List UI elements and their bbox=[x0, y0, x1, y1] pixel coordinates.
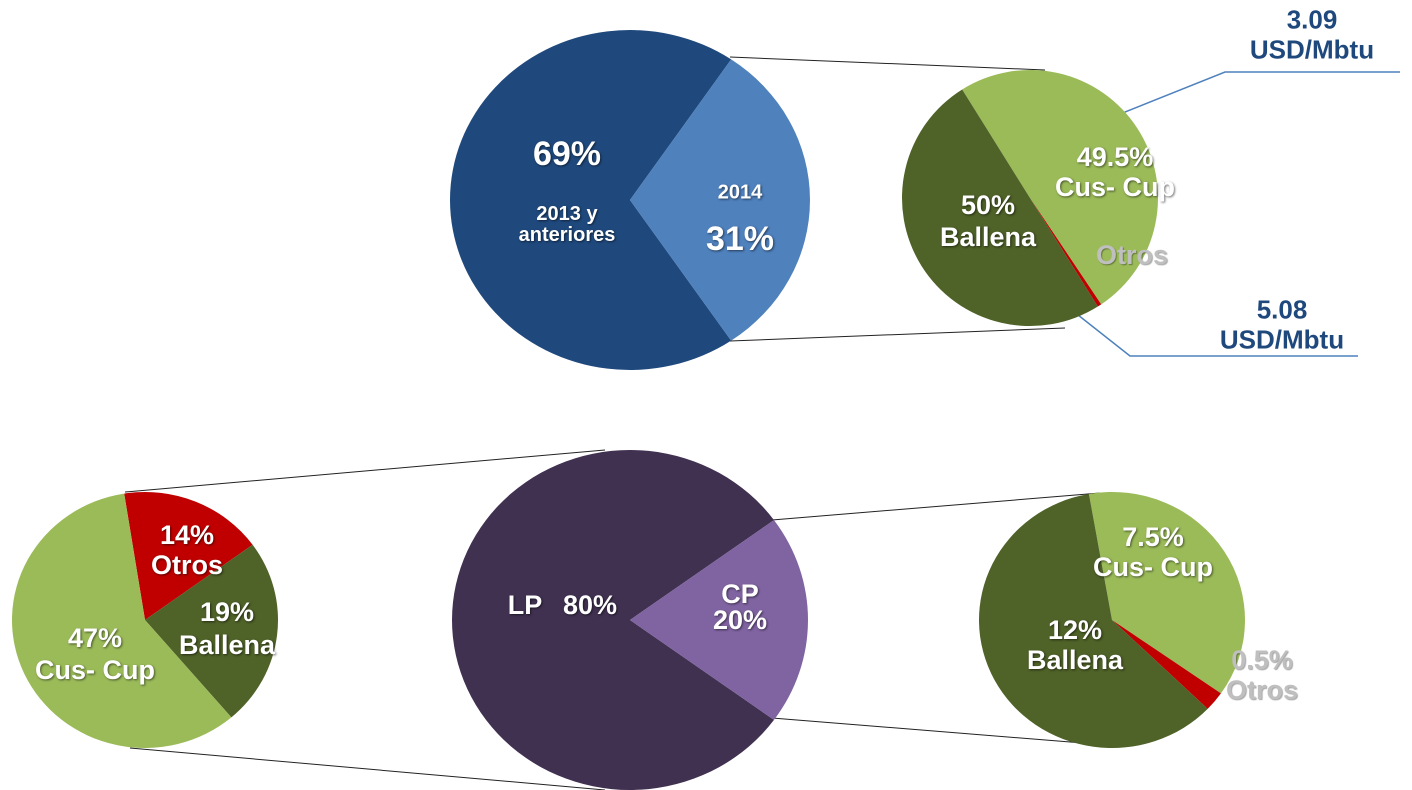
value-label: 50% bbox=[960, 189, 1016, 220]
pie-slice bbox=[979, 493, 1208, 748]
value-label: 20% bbox=[712, 604, 768, 635]
category-label: 2013 y anteriores bbox=[518, 203, 616, 246]
pie-slice bbox=[630, 520, 809, 720]
pie-slice bbox=[1112, 620, 1221, 709]
category-label: 2014 bbox=[717, 181, 763, 204]
category-label: Cus- Cup bbox=[35, 654, 155, 685]
value-label: 49.5% bbox=[1076, 141, 1154, 172]
value-label: 7.5% bbox=[1122, 521, 1184, 552]
pie-slice bbox=[145, 544, 278, 718]
connector bbox=[771, 492, 1101, 521]
category-label: Cus- Cup bbox=[1093, 551, 1213, 582]
value-label: 31% bbox=[705, 220, 775, 259]
connector bbox=[729, 327, 1066, 342]
category-label: Cus- Cup bbox=[1055, 171, 1175, 202]
category-label: Otros bbox=[150, 549, 224, 580]
category-label: Otros bbox=[1095, 239, 1169, 270]
pie-slice bbox=[11, 493, 232, 748]
category-label: Otros bbox=[1225, 674, 1299, 705]
pie-slice bbox=[124, 492, 253, 620]
connector bbox=[771, 717, 1121, 747]
annotation: USD/Mbtu bbox=[1219, 324, 1345, 355]
connectors bbox=[124, 56, 1121, 790]
category-label: Ballena bbox=[178, 629, 276, 660]
leader-line bbox=[1079, 71, 1400, 131]
value-label: 0.5% bbox=[1231, 644, 1293, 675]
pie-slice bbox=[1088, 492, 1245, 694]
value-label: 80% bbox=[562, 589, 618, 620]
connector bbox=[729, 56, 1046, 71]
pie-slice bbox=[449, 29, 732, 371]
category-label: CP bbox=[721, 578, 759, 609]
pies bbox=[11, 29, 1245, 790]
annotation: USD/Mbtu bbox=[1249, 34, 1375, 65]
value-label: 12% bbox=[1047, 614, 1103, 645]
category-label: LP bbox=[507, 589, 543, 620]
annotation: 3.09 bbox=[1286, 4, 1338, 35]
connector bbox=[129, 747, 606, 790]
pie-slice bbox=[452, 450, 775, 790]
pie-slice bbox=[962, 70, 1158, 305]
pie-slice bbox=[902, 89, 1098, 326]
pie-slice bbox=[1030, 198, 1102, 307]
value-label: 69% bbox=[532, 135, 602, 174]
connector bbox=[124, 449, 606, 493]
value-label: 47% bbox=[67, 622, 123, 653]
value-label: 19% bbox=[199, 596, 255, 627]
annotation: 5.08 bbox=[1256, 294, 1308, 325]
value-label: 14% bbox=[159, 519, 215, 550]
category-label: Ballena bbox=[939, 221, 1037, 252]
category-label: Ballena bbox=[1026, 644, 1124, 675]
pie-slice bbox=[630, 59, 811, 341]
